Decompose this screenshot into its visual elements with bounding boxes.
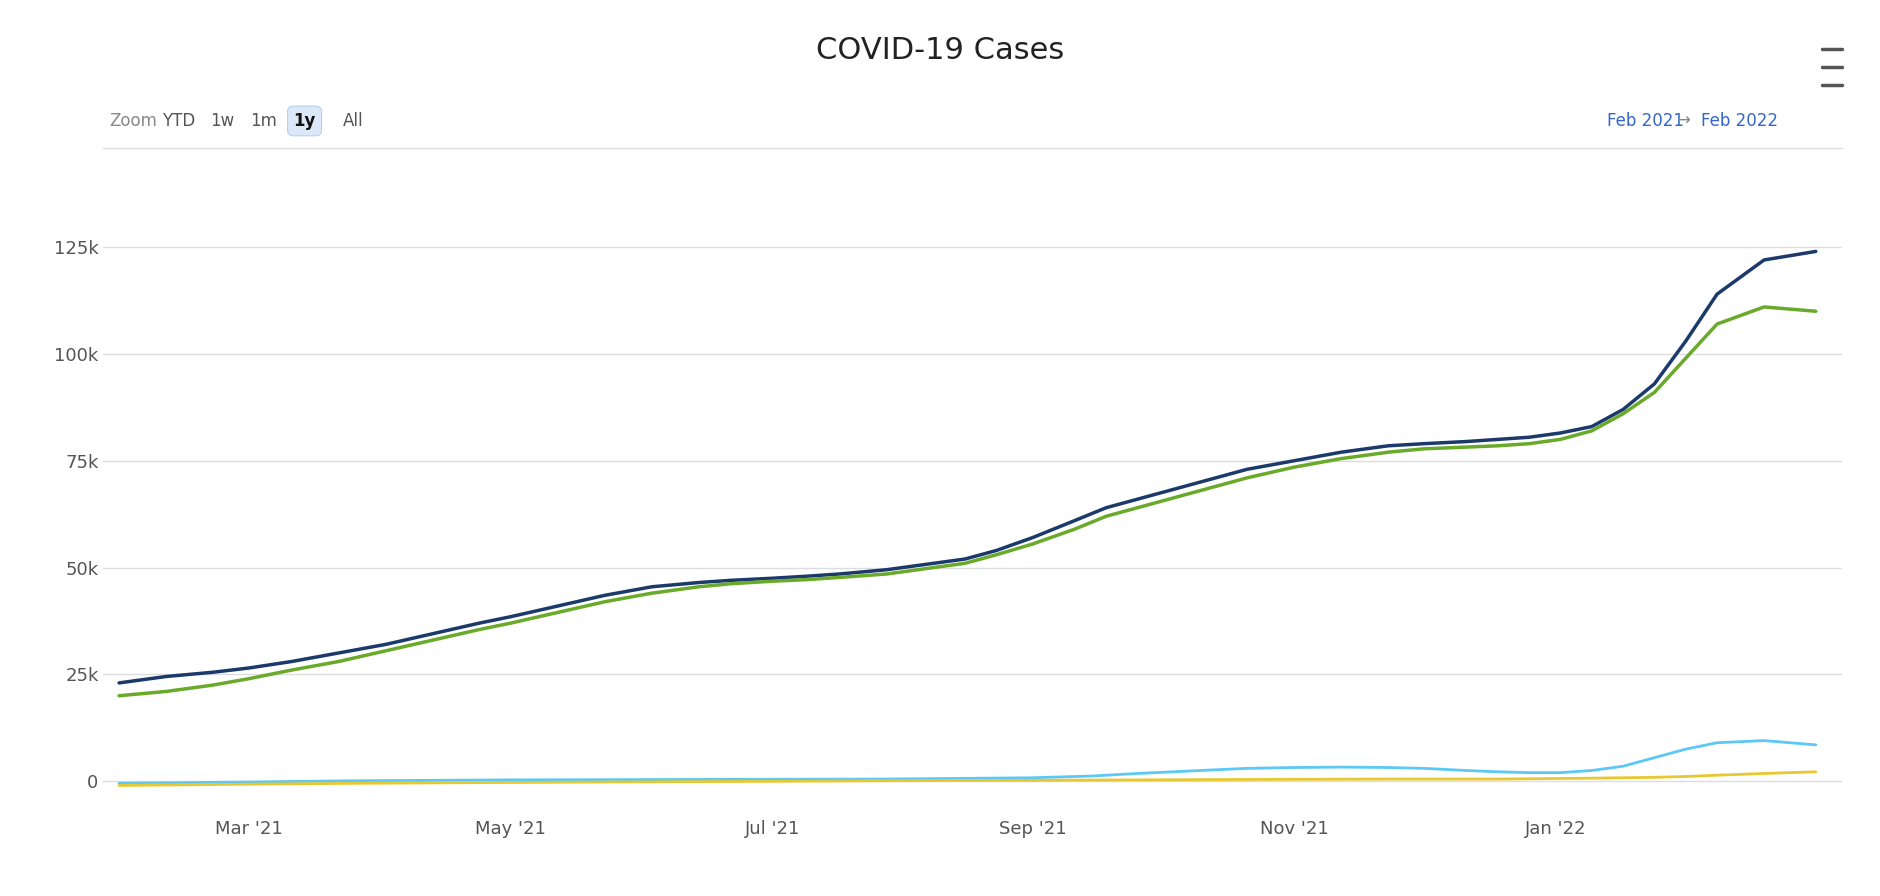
Text: 1y: 1y: [293, 112, 316, 130]
Text: Feb 2022: Feb 2022: [1701, 112, 1778, 130]
Text: Zoom: Zoom: [109, 112, 156, 130]
Text: COVID-19 Cases: COVID-19 Cases: [816, 36, 1064, 65]
Text: →: →: [1675, 112, 1690, 130]
Text: YTD: YTD: [162, 112, 196, 130]
Text: All: All: [344, 112, 363, 130]
Text: 1w: 1w: [211, 112, 233, 130]
Text: 1m: 1m: [250, 112, 276, 130]
Text: Feb 2021: Feb 2021: [1607, 112, 1684, 130]
